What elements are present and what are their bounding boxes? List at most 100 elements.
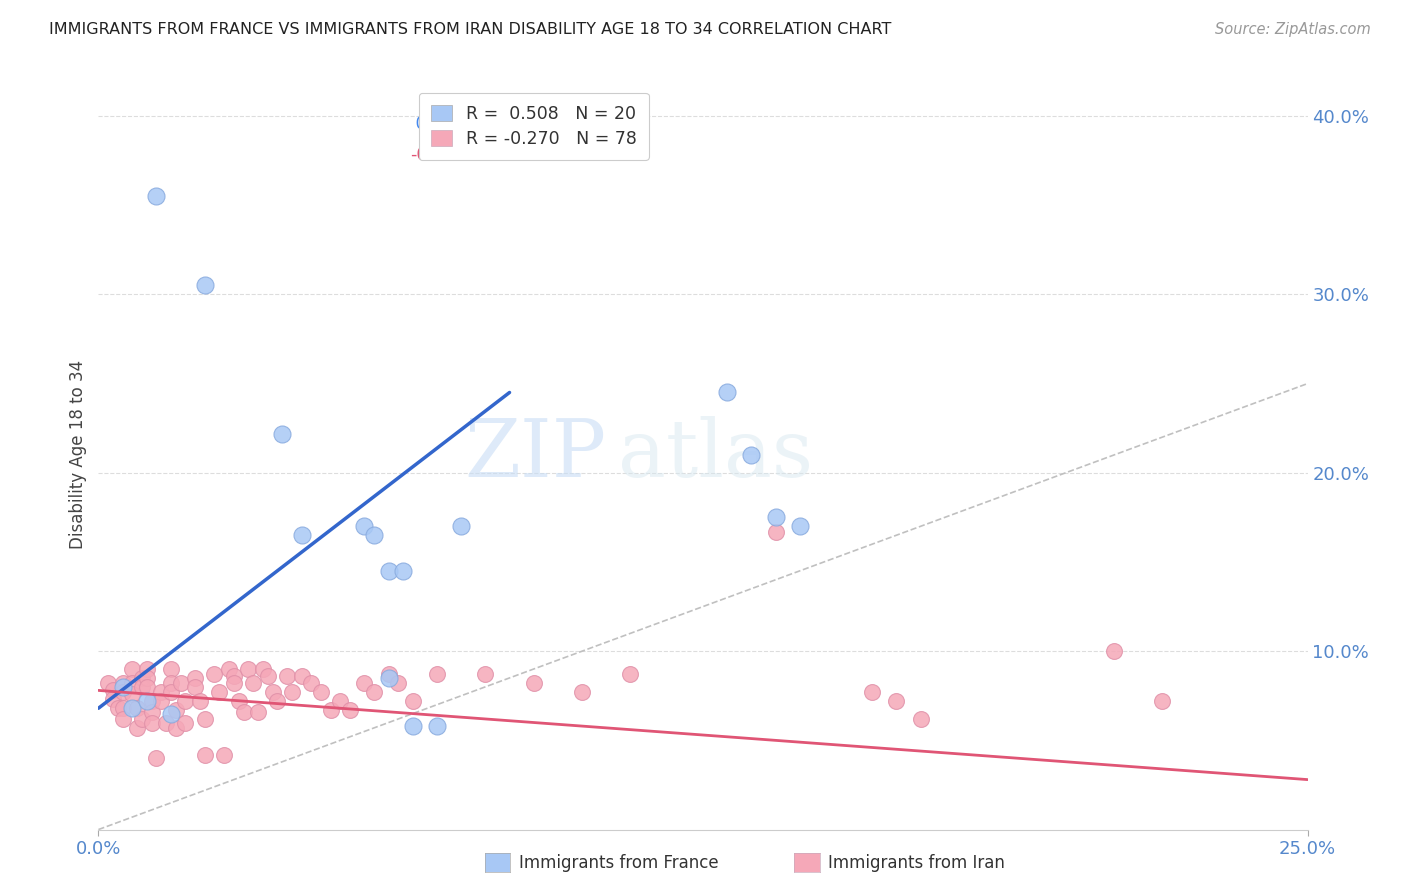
Point <box>141 715 163 730</box>
Point <box>377 667 399 681</box>
Point <box>135 662 157 676</box>
Point <box>329 694 352 708</box>
Point <box>194 278 217 293</box>
Text: ZIP: ZIP <box>464 416 606 494</box>
Point <box>121 676 143 690</box>
Point <box>222 669 245 683</box>
Text: atlas: atlas <box>619 416 814 494</box>
Point <box>339 703 361 717</box>
Point <box>127 721 149 735</box>
Point <box>474 667 496 681</box>
Point <box>450 519 472 533</box>
Point <box>141 705 163 719</box>
Point <box>290 528 312 542</box>
Legend: R =  0.508   N = 20, R = -0.270   N = 78: R = 0.508 N = 20, R = -0.270 N = 78 <box>419 93 648 160</box>
Point <box>886 694 908 708</box>
Point <box>910 712 932 726</box>
Point <box>111 685 134 699</box>
Point <box>402 694 425 708</box>
Point <box>228 694 250 708</box>
Point <box>740 448 762 462</box>
Point <box>111 712 134 726</box>
Point <box>111 680 134 694</box>
Point <box>145 751 167 765</box>
Point <box>299 676 322 690</box>
Point <box>377 564 399 578</box>
Point <box>353 519 375 533</box>
Point <box>353 676 375 690</box>
Point <box>204 667 226 681</box>
Point <box>165 703 187 717</box>
Text: Immigrants from France: Immigrants from France <box>519 855 718 872</box>
Point <box>131 680 153 694</box>
Point <box>155 715 177 730</box>
Point <box>523 676 546 690</box>
Point <box>169 676 191 690</box>
Point <box>131 671 153 685</box>
Point <box>145 189 167 203</box>
Point <box>238 662 260 676</box>
Point <box>111 676 134 690</box>
Text: IMMIGRANTS FROM FRANCE VS IMMIGRANTS FROM IRAN DISABILITY AGE 18 TO 34 CORRELATI: IMMIGRANTS FROM FRANCE VS IMMIGRANTS FRO… <box>49 22 891 37</box>
Point <box>281 685 304 699</box>
Point <box>218 662 240 676</box>
Point <box>160 676 183 690</box>
Point <box>426 667 449 681</box>
Point <box>377 671 399 685</box>
Point <box>571 685 593 699</box>
Point <box>188 694 211 708</box>
Text: Source: ZipAtlas.com: Source: ZipAtlas.com <box>1215 22 1371 37</box>
Point <box>426 719 449 733</box>
Point <box>256 669 278 683</box>
Point <box>135 694 157 708</box>
Point <box>184 671 207 685</box>
Text: 0.508: 0.508 <box>411 115 465 133</box>
Point <box>319 703 342 717</box>
Point <box>208 685 231 699</box>
Point <box>242 676 264 690</box>
Point <box>1102 644 1125 658</box>
Point <box>101 683 124 698</box>
Point <box>121 687 143 701</box>
Point <box>135 680 157 694</box>
Point <box>101 692 124 706</box>
Point <box>309 685 332 699</box>
Point <box>789 519 811 533</box>
Point <box>141 694 163 708</box>
Point <box>276 669 298 683</box>
Point <box>160 685 183 699</box>
Point <box>121 701 143 715</box>
Point <box>160 662 183 676</box>
Point <box>131 712 153 726</box>
Point <box>363 685 385 699</box>
Point <box>619 667 641 681</box>
Point <box>121 662 143 676</box>
Point <box>150 685 173 699</box>
Text: Immigrants from Iran: Immigrants from Iran <box>828 855 1005 872</box>
Point <box>127 701 149 715</box>
Point <box>107 701 129 715</box>
Point <box>97 676 120 690</box>
Y-axis label: Disability Age 18 to 34: Disability Age 18 to 34 <box>69 360 87 549</box>
Point <box>232 705 254 719</box>
Point <box>165 721 187 735</box>
Point <box>402 719 425 733</box>
Point <box>363 528 385 542</box>
Point <box>150 694 173 708</box>
Point <box>716 385 738 400</box>
Point <box>194 747 217 762</box>
Point <box>111 701 134 715</box>
Point <box>135 671 157 685</box>
Point <box>1152 694 1174 708</box>
Point <box>387 676 409 690</box>
Point <box>247 705 270 719</box>
Point <box>266 694 288 708</box>
Point <box>212 747 235 762</box>
Point <box>174 694 197 708</box>
Point <box>392 564 415 578</box>
Point <box>184 680 207 694</box>
Point <box>290 669 312 683</box>
Point <box>765 524 787 539</box>
Point <box>271 426 294 441</box>
Point <box>252 662 274 676</box>
